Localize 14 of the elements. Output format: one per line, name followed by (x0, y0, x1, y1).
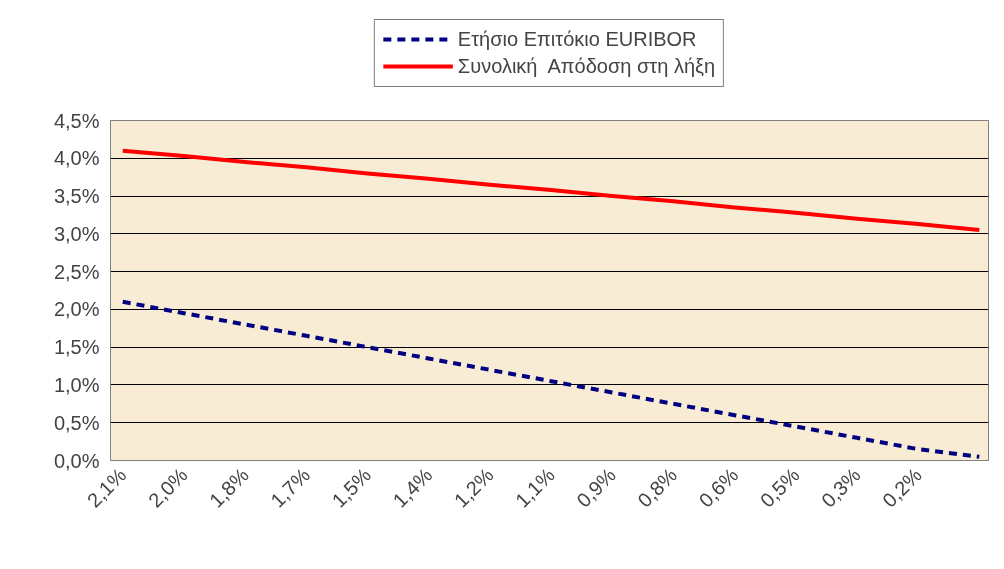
legend-label: Συνολική Απόδοση στη λήξη (457, 54, 716, 78)
y-tick-label: 1,5% (53, 336, 100, 359)
legend-label: Ετήσιο Επιτόκιο EURIBOR (457, 27, 697, 51)
y-tick-label: 0,5% (53, 411, 100, 434)
y-tick-label: 3,5% (53, 185, 100, 208)
y-tick-label: 4,5% (53, 109, 100, 132)
y-tick-label: 4,0% (53, 147, 100, 170)
y-tick-label: 3,0% (53, 222, 100, 245)
line-series (120, 148, 982, 233)
line-series (120, 299, 982, 459)
y-tick-label: 2,5% (53, 260, 100, 283)
y-tick-label: 1,0% (53, 373, 100, 396)
y-tick-label: 2,0% (53, 298, 100, 321)
y-tick-label: 0,0% (53, 449, 100, 472)
